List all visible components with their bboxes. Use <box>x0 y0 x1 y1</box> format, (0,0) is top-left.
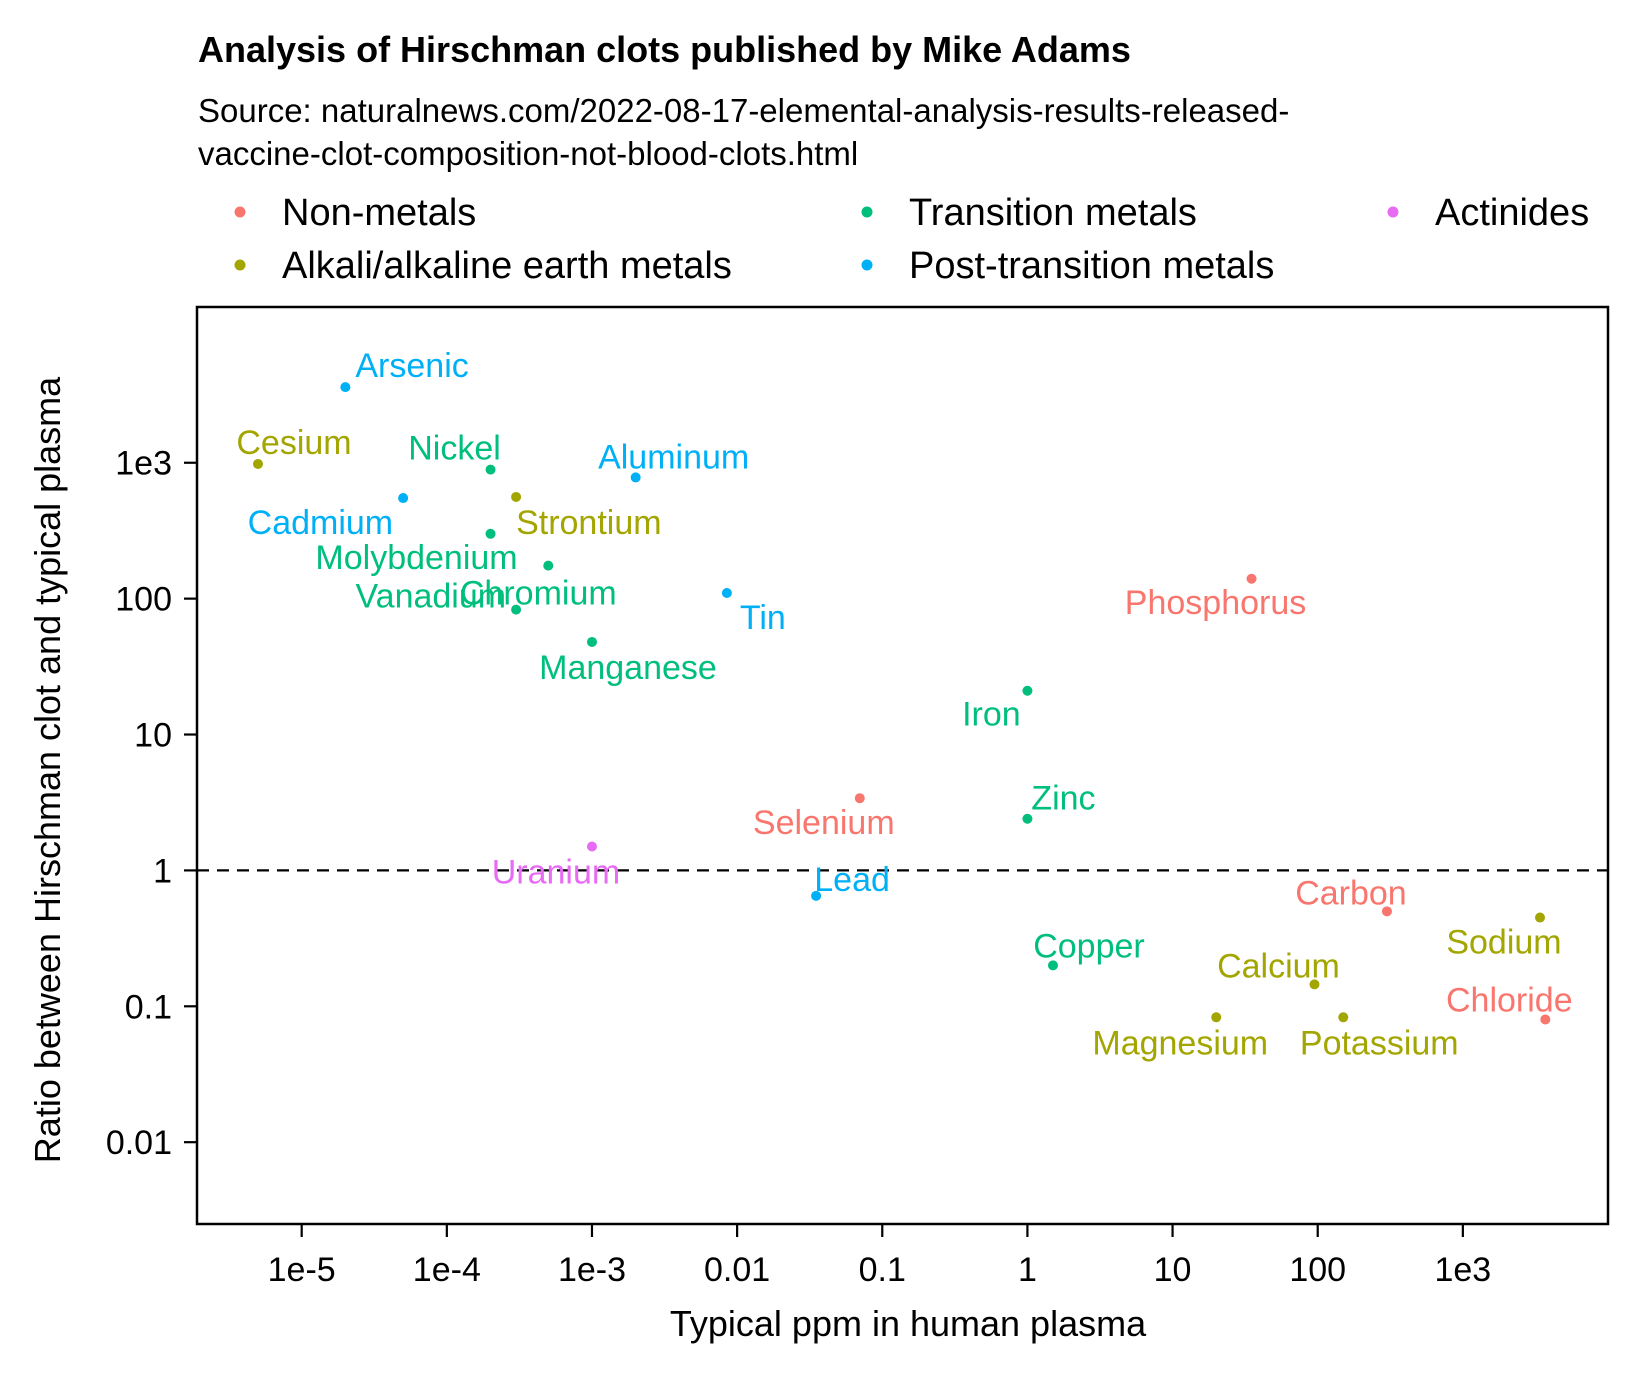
point-zinc <box>1022 813 1033 824</box>
plot-frame <box>195 305 1610 1226</box>
chart-subtitle-line-2: vaccine-clot-composition-not-blood-clots… <box>198 135 858 172</box>
point-molybdenium <box>485 528 496 539</box>
x-axis-label: Typical ppm in human plasma <box>670 1303 1147 1344</box>
point-selenium <box>854 793 865 804</box>
point-label-aluminum: Aluminum <box>598 438 749 476</box>
legend: Non-metals Alkali/alkaline earth metals Tr… <box>234 192 1589 287</box>
point-nickel <box>485 464 496 475</box>
legend-key-4 <box>861 259 873 271</box>
point-cesium <box>252 458 263 469</box>
point-label-cadmium: Cadmium <box>248 504 393 542</box>
point-label-tin: Tin <box>740 599 786 637</box>
point-iron <box>1022 685 1033 696</box>
y-tick-label-1: 0.01 <box>106 1124 172 1162</box>
point-cadmium <box>398 493 409 504</box>
point-chloride <box>1540 1014 1551 1025</box>
point-strontium <box>511 491 522 502</box>
chart-title: Analysis of Hirschman clots published by… <box>198 29 1131 70</box>
point-label-nickel: Nickel <box>408 430 501 468</box>
point-manganese <box>586 636 597 647</box>
point-label-iron: Iron <box>962 696 1021 734</box>
x-tick-label-4: 0.01 <box>704 1251 770 1289</box>
x-tick-label-3: 1e-3 <box>558 1251 626 1289</box>
y-tick-label-3: 1 <box>153 852 172 890</box>
point-carbon <box>1381 906 1392 917</box>
legend-label-4: Post-transition metals <box>909 245 1274 287</box>
legend-label-3: Transition metals <box>909 192 1197 234</box>
point-label-magnesium: Magnesium <box>1092 1024 1268 1062</box>
point-tin <box>721 588 732 599</box>
x-tick-label-8: 100 <box>1289 1251 1346 1289</box>
x-tick-label-5: 0.1 <box>859 1251 906 1289</box>
point-label-uranium: Uranium <box>492 853 620 891</box>
point-label-calcium: Calcium <box>1217 947 1340 985</box>
point-label-copper: Copper <box>1033 927 1145 965</box>
point-potassium <box>1338 1012 1349 1023</box>
point-label-chromium: Chromium <box>460 575 617 613</box>
point-sodium <box>1534 912 1545 923</box>
point-calcium <box>1309 979 1320 990</box>
point-aluminum <box>630 472 641 483</box>
y-tick-label-2: 0.1 <box>125 988 172 1026</box>
x-tick-label-9: 1e3 <box>1434 1251 1491 1289</box>
point-label-manganese: Manganese <box>539 649 717 687</box>
point-label-vanadium: Vanadium <box>356 578 507 616</box>
point-uranium <box>586 841 597 852</box>
legend-label-5: Actinides <box>1435 192 1589 234</box>
point-label-potassium: Potassium <box>1300 1024 1459 1062</box>
x-tick-label-7: 10 <box>1154 1251 1192 1289</box>
point-label-molybdenium: Molybdenium <box>315 539 517 577</box>
legend-key-1 <box>234 206 246 218</box>
legend-label-1: Non-metals <box>282 192 476 234</box>
point-lead <box>811 890 822 901</box>
y-tick-label-4: 10 <box>134 717 172 755</box>
point-magnesium <box>1211 1012 1222 1023</box>
point-copper <box>1047 960 1058 971</box>
point-label-zinc: Zinc <box>1031 780 1095 818</box>
point-label-cesium: Cesium <box>236 424 351 462</box>
legend-key-5 <box>1387 206 1399 218</box>
x-tick-label-1: 1e-5 <box>268 1251 336 1289</box>
y-axis-label: Ratio between Hirschman clot and typical… <box>27 376 68 1163</box>
point-label-arsenic: Arsenic <box>355 347 468 385</box>
point-label-carbon: Carbon <box>1295 874 1407 912</box>
x-tick-label-2: 1e-4 <box>413 1251 481 1289</box>
point-vanadium <box>511 604 522 615</box>
point-label-lead: Lead <box>814 861 890 899</box>
legend-key-3 <box>861 206 873 218</box>
point-label-sodium: Sodium <box>1446 924 1561 962</box>
y-tick-label-5: 100 <box>115 581 172 619</box>
chart-subtitle-line-1: Source: naturalnews.com/2022-08-17-eleme… <box>198 92 1289 129</box>
point-arsenic <box>340 382 351 393</box>
legend-key-2 <box>234 259 246 271</box>
point-phosphorus <box>1246 573 1257 584</box>
y-tick-label-6: 1e3 <box>115 445 172 483</box>
plot-area: 1e-5 1e-4 1e-3 0.01 0.1 1 10 100 1e3 0.01 0.1 1 10 10… <box>106 305 1610 1289</box>
x-tick-label-6: 1 <box>1018 1251 1037 1289</box>
point-label-chloride: Chloride <box>1446 981 1573 1019</box>
legend-label-2: Alkali/alkaline earth metals <box>282 245 732 287</box>
point-label-strontium: Strontium <box>516 504 662 542</box>
point-label-phosphorus: Phosphorus <box>1125 584 1306 622</box>
point-label-selenium: Selenium <box>753 804 895 842</box>
point-chromium <box>543 560 554 571</box>
